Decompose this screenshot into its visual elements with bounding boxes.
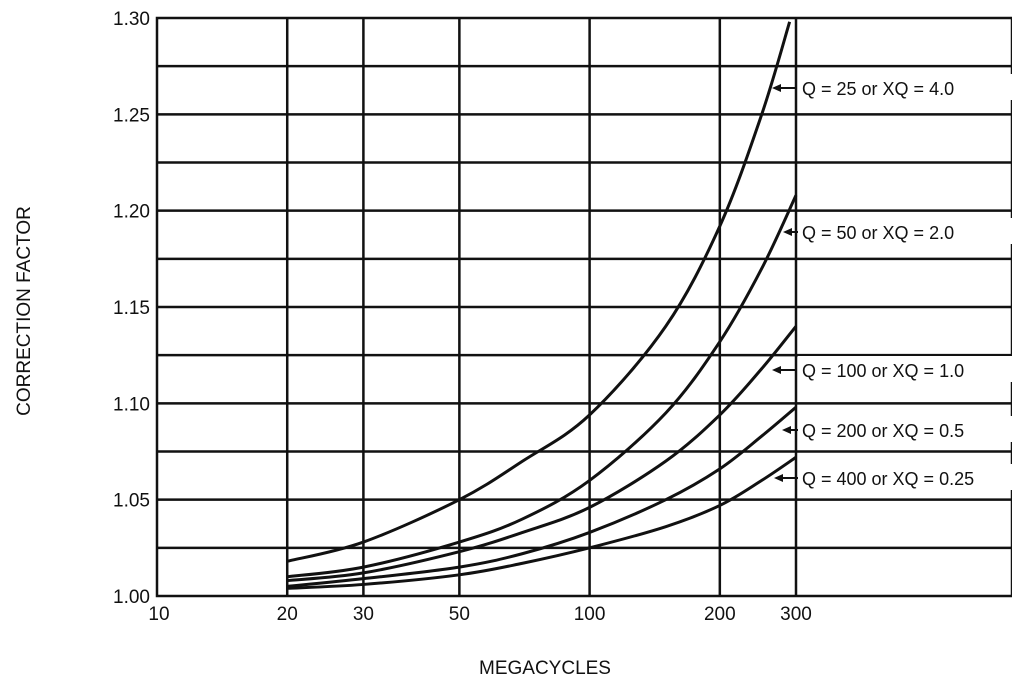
- curve-labels: Q = 25 or XQ = 4.0 Q = 50 or XQ = 2.0 Q = …: [772, 74, 1012, 490]
- y-tick-label: 1.20: [113, 202, 150, 223]
- series-label: Q = 100 or XQ = 1.0: [802, 361, 964, 381]
- arrow-head: [772, 84, 781, 92]
- series-line: [287, 406, 797, 588]
- x-tick-label: 300: [780, 604, 812, 625]
- y-tick-label: 1.05: [113, 491, 150, 512]
- y-axis-title: CORRECTION FACTOR: [14, 206, 35, 416]
- series-label: Q = 50 or XQ = 2.0: [802, 223, 954, 243]
- x-tick-label: 10: [148, 604, 169, 625]
- x-tick-label: 50: [449, 604, 470, 625]
- y-tick-label: 1.25: [113, 105, 150, 126]
- x-tick-label: 100: [574, 604, 606, 625]
- label-background: [798, 464, 1012, 490]
- x-tick-label: 20: [277, 604, 298, 625]
- label-background: [798, 356, 1012, 382]
- series-label: Q = 400 or XQ = 0.25: [802, 469, 974, 489]
- series-line: [287, 325, 798, 583]
- grid: [155, 16, 1012, 598]
- series-line: [286, 21, 792, 563]
- x-tick-label: 200: [704, 604, 736, 625]
- label-background: [798, 74, 1012, 100]
- arrow-head: [772, 366, 781, 374]
- curves: [286, 21, 798, 590]
- label-background: [798, 218, 1012, 244]
- y-tick-label: 1.30: [113, 9, 150, 30]
- label-background: [798, 416, 1012, 442]
- series-line: [287, 194, 798, 579]
- y-tick-label: 1.00: [113, 587, 150, 608]
- series-label: Q = 200 or XQ = 0.5: [802, 421, 964, 441]
- arrow-head: [782, 426, 791, 434]
- arrow-head: [783, 228, 792, 236]
- arrow-head: [774, 474, 783, 482]
- series-label: Q = 25 or XQ = 4.0: [802, 79, 954, 99]
- x-axis-title: MEGACYCLES: [479, 658, 611, 679]
- series-line: [287, 456, 797, 590]
- x-tick-label: 30: [353, 604, 374, 625]
- y-tick-label: 1.10: [113, 394, 150, 415]
- tick-labels: 10 20 30 50 100 200 300 1.00 1.05 1.10 1.15 1.20 1.2…: [113, 9, 812, 625]
- y-tick-label: 1.15: [113, 298, 150, 319]
